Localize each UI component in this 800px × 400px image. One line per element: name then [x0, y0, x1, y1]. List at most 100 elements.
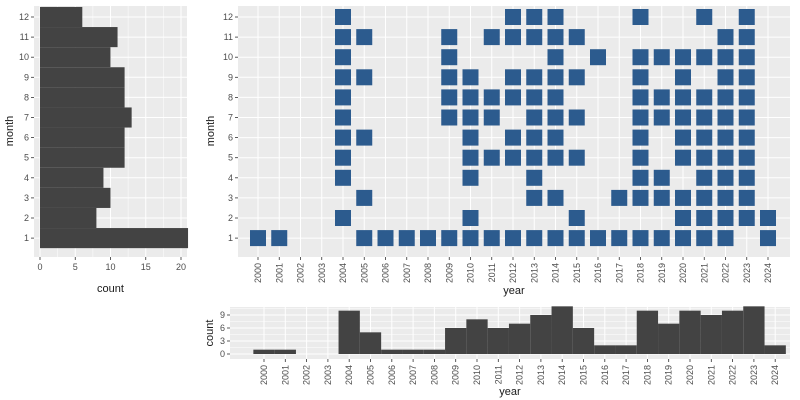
- x-tick-label: 2000: [253, 263, 263, 283]
- bar-year-2006: [381, 349, 403, 354]
- tile-2010-8: [462, 89, 479, 106]
- tile-2023-2: [738, 210, 755, 226]
- tile-2020-8: [675, 89, 691, 106]
- x-tick-label: 2018: [636, 263, 646, 283]
- bar-year-2004: [338, 310, 360, 354]
- x-tick-label: 2014: [557, 365, 567, 385]
- y-tick-label: 1: [228, 233, 233, 243]
- tile-2023-10: [738, 49, 755, 66]
- tile-2022-5: [717, 149, 734, 166]
- x-tick-label: 2019: [664, 365, 674, 385]
- tile-2013-3: [526, 189, 543, 206]
- x-tick-label: 2001: [274, 263, 284, 283]
- tile-2013-4: [526, 169, 543, 186]
- x-tick-label: 2003: [317, 263, 327, 283]
- year-histogram: 2000 2001 2002 2003 2004 2005 2006 2007 2008 2009…: [204, 306, 790, 398]
- tile-2013-7: [526, 109, 543, 126]
- tile-2020-1: [675, 230, 691, 247]
- tile-2020-2: [675, 210, 691, 226]
- bar-month-5: [40, 147, 125, 168]
- y-tick-label: 5: [228, 153, 233, 163]
- x-tick-label: 2014: [551, 263, 561, 283]
- tile-2018-7: [632, 109, 649, 126]
- x-tick-label: 2015: [579, 365, 589, 385]
- bar-month-12: [40, 6, 83, 28]
- tile-2021-7: [696, 109, 713, 126]
- tile-2010-5: [462, 149, 479, 166]
- tile-2013-8: [526, 89, 543, 106]
- tile-2011-5: [483, 149, 500, 166]
- tile-2011-8: [483, 89, 500, 106]
- tile-2016-10: [590, 49, 606, 66]
- bar-month-11: [40, 27, 118, 48]
- tile-chart: 2000 2001 2002 2003 2004 2005 2006 2007 2008 2009…: [205, 6, 790, 297]
- y-tick-label: 3: [228, 193, 233, 203]
- tile-2004-2: [335, 210, 351, 226]
- tile-2009-9: [441, 69, 458, 86]
- x-tick-label: 2011: [493, 365, 503, 384]
- tile-2013-9: [526, 69, 543, 86]
- bar-year-2015: [572, 328, 595, 354]
- tile-2020-3: [675, 189, 691, 206]
- bar-year-2017: [615, 345, 637, 354]
- y-tick-label: 12: [223, 12, 233, 22]
- tile-2011-11: [483, 29, 500, 46]
- x-tick-label: 2001: [280, 365, 290, 385]
- tile-2004-10: [335, 49, 351, 66]
- tile-2015-1: [568, 230, 585, 247]
- x-tick-label: 2016: [593, 263, 603, 283]
- tile-2021-4: [696, 169, 713, 186]
- bar-month-9: [40, 67, 125, 88]
- tile-2012-1: [505, 230, 521, 247]
- tile-2022-7: [717, 109, 734, 126]
- tile-2021-1: [696, 230, 713, 247]
- tile-2015-2: [568, 210, 585, 226]
- x-tick-label: 2016: [600, 365, 610, 385]
- year-histogram-bars: [253, 306, 786, 354]
- x-tick-label: 2003: [323, 365, 333, 385]
- tile-2010-7: [462, 109, 479, 126]
- tile-2023-3: [738, 189, 755, 206]
- tile-2019-1: [653, 230, 670, 247]
- tile-2020-6: [675, 129, 691, 146]
- tile-2021-12: [696, 9, 713, 25]
- y-tick-label: 10: [19, 52, 29, 62]
- tile-2020-9: [675, 69, 691, 86]
- x-tick-label: 2007: [402, 263, 412, 283]
- y-tick-label: 2: [228, 213, 233, 223]
- x-tick-label: 2021: [706, 365, 716, 385]
- tile-2019-3: [653, 189, 670, 206]
- bar-year-2018: [636, 310, 659, 354]
- bar-year-2012: [508, 323, 531, 354]
- tile-2009-1: [441, 230, 458, 247]
- tile-2015-9: [568, 69, 585, 86]
- tile-2023-9: [738, 69, 755, 86]
- tile-2022-10: [717, 49, 734, 66]
- tile-2014-11: [547, 29, 564, 46]
- tile-2022-8: [717, 89, 734, 106]
- tile-2021-10: [696, 49, 713, 66]
- x-tick-label: 2013: [536, 365, 546, 385]
- tile-2015-7: [568, 109, 585, 126]
- bar-month-10: [40, 47, 111, 68]
- tile-2022-1: [717, 230, 734, 247]
- tile-2015-5: [568, 149, 585, 166]
- bar-year-2007: [402, 349, 424, 354]
- tile-2005-9: [356, 69, 373, 86]
- tile-2009-7: [441, 109, 458, 126]
- x-tick-label: 2022: [721, 263, 731, 283]
- tile-2004-5: [335, 149, 351, 166]
- tile-2012-9: [505, 69, 521, 86]
- bar-year-2020: [679, 310, 701, 354]
- x-tick-label: 2015: [572, 263, 582, 283]
- y-tick-label: 4: [228, 173, 233, 183]
- y-tick-label: 11: [20, 32, 29, 42]
- x-tick-label: 2017: [621, 365, 631, 385]
- tile-2014-7: [547, 109, 564, 126]
- tile-2017-1: [611, 230, 628, 247]
- bar-month-1: [40, 228, 189, 249]
- tile-2012-8: [505, 89, 521, 106]
- y-tick-label: 9: [220, 310, 225, 320]
- tile-2022-9: [717, 69, 734, 86]
